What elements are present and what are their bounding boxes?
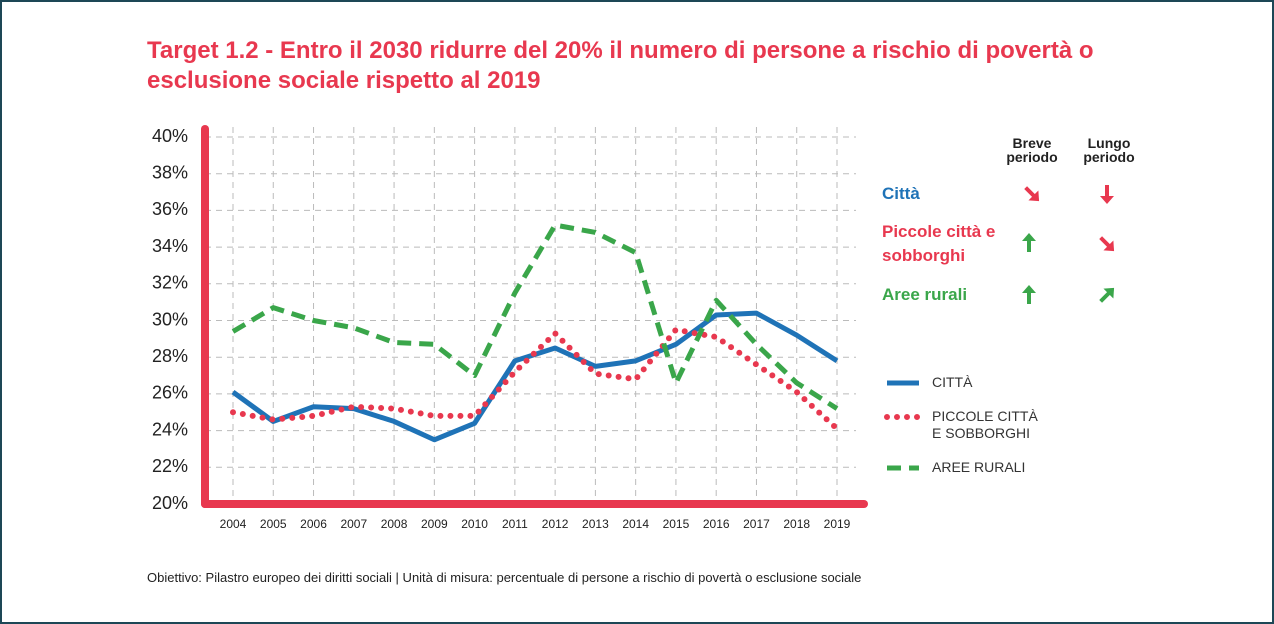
x-tick-label: 2016 [703, 517, 730, 531]
legend-label: CITTÀ [932, 374, 973, 390]
x-tick-label: 2013 [582, 517, 609, 531]
x-tick-label: 2011 [502, 517, 528, 531]
y-tick-label: 24% [152, 419, 188, 439]
legend-label: AREE RURALI [932, 459, 1026, 475]
data-line [230, 326, 840, 432]
y-tick-label: 36% [152, 199, 188, 219]
x-tick-label: 2009 [421, 517, 448, 531]
y-tick-label: 28% [152, 346, 188, 366]
trend-arrows [1022, 185, 1115, 304]
x-tick-label: 2019 [824, 517, 851, 531]
y-tick-label: 34% [152, 236, 188, 256]
x-tick-label: 2018 [783, 517, 810, 531]
y-tick-label: 20% [152, 493, 188, 513]
y-tick-label: 26% [152, 383, 188, 403]
table-row-label: Aree rurali [882, 285, 968, 304]
table-header: Breve periodo [1006, 135, 1058, 165]
x-tick-label: 2014 [622, 517, 649, 531]
y-tick-label: 40% [152, 126, 188, 146]
table-row-label: Città [882, 184, 920, 203]
legend-label: PICCOLE CITTÀ E SOBBORGHI [932, 408, 1038, 441]
x-tick-label: 2015 [663, 517, 690, 531]
x-tick-label: 2006 [300, 517, 327, 531]
table-row-label: Piccole città e sobborghi [882, 222, 996, 265]
x-tick-label: 2017 [743, 517, 770, 531]
data-line [231, 222, 839, 411]
y-tick-label: 22% [152, 456, 188, 476]
x-tick-label: 2004 [220, 517, 247, 531]
x-tick-label: 2008 [381, 517, 408, 531]
y-tick-label: 30% [152, 309, 188, 329]
footnote: Obiettivo: Pilastro europeo dei diritti … [147, 570, 862, 585]
x-tick-label: 2012 [542, 517, 569, 531]
x-tick-label: 2005 [260, 517, 287, 531]
y-tick-label: 38% [152, 162, 188, 182]
chart-title: Target 1.2 - Entro il 2030 ridurre del 2… [147, 37, 1094, 94]
x-tick-label: 2007 [340, 517, 367, 531]
table-header: Lungo periodo [1083, 135, 1135, 165]
x-tick-label: 2010 [461, 517, 488, 531]
y-tick-label: 32% [152, 273, 188, 293]
